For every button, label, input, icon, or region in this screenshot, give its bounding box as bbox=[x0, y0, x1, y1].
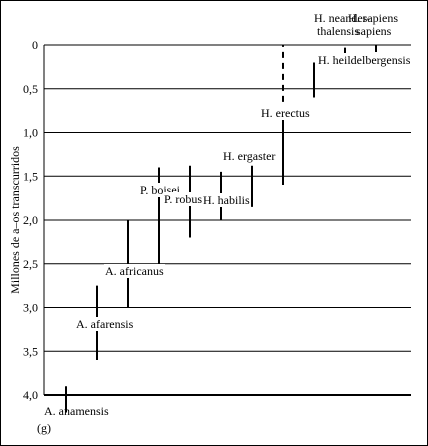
taxon-label: H. habilis bbox=[203, 193, 250, 207]
y-tick-label: 3,0 bbox=[23, 301, 38, 315]
taxon-label: H. erectus bbox=[261, 106, 310, 120]
taxon-label-background bbox=[202, 193, 251, 207]
taxon-label-background bbox=[75, 317, 135, 331]
taxon-label: H. ergaster bbox=[223, 149, 275, 163]
taxon-label: H. sapiens sapiens bbox=[348, 11, 398, 38]
taxon-label: A. afarensis bbox=[76, 317, 134, 331]
taxon-label-background bbox=[317, 53, 412, 67]
taxon-label: A. africanus bbox=[105, 264, 164, 278]
y-tick-label: 1,5 bbox=[23, 169, 38, 183]
y-tick-label: 1,0 bbox=[23, 126, 38, 140]
gridlines bbox=[44, 44, 411, 396]
y-axis-label: Millones de a–os transcurridos bbox=[8, 146, 22, 294]
y-tick-label: 3,5 bbox=[23, 344, 38, 358]
y-tick-label: 4,0 bbox=[23, 388, 38, 402]
taxon-label-background bbox=[222, 149, 277, 163]
y-tick-labels: 0 0,5 1,0 1,5 2,0 2,5 3,0 3,5 4,0 bbox=[23, 38, 38, 402]
y-tick-label: 0,5 bbox=[23, 82, 38, 96]
panel-label: (g) bbox=[37, 421, 51, 435]
y-tick-label: 0 bbox=[32, 38, 38, 52]
y-tick-label: 2,5 bbox=[23, 257, 38, 271]
y-tick-label: 2,0 bbox=[23, 213, 38, 227]
taxon-label: A. anamensis bbox=[44, 404, 109, 418]
taxon-label: H. heildelbergensis bbox=[318, 53, 411, 67]
taxon-ranges bbox=[65, 45, 377, 413]
taxon-label: H. neander-thalensis bbox=[314, 11, 370, 38]
taxon-label-background bbox=[260, 106, 311, 120]
taxon-label-background bbox=[104, 264, 165, 278]
